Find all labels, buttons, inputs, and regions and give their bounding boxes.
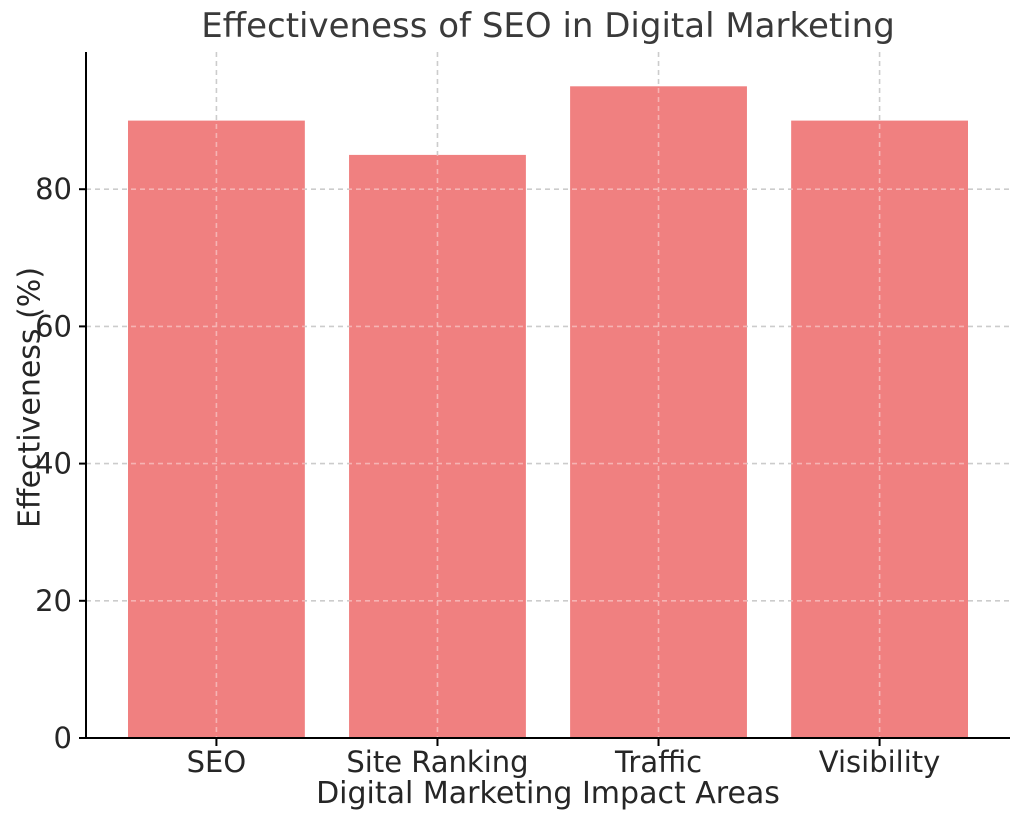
- chart-title: Effectiveness of SEO in Digital Marketin…: [201, 6, 895, 46]
- x-tick-label-visibility: Visibility: [819, 745, 941, 779]
- y-axis-label: Effectiveness (%): [12, 266, 48, 529]
- x-axis-label: Digital Marketing Impact Areas: [316, 776, 780, 811]
- bar-visibility: [791, 120, 968, 739]
- y-tick-label-60: 60: [35, 309, 72, 343]
- x-tick-label-seo: SEO: [187, 745, 247, 779]
- bar-traffic: [570, 86, 747, 739]
- y-tick-label-40: 40: [35, 447, 72, 481]
- y-tick-label-20: 20: [35, 584, 72, 618]
- x-tick-label-site-ranking: Site Ranking: [346, 745, 528, 779]
- y-tick-label-80: 80: [35, 172, 72, 206]
- bar-site-ranking: [349, 154, 526, 738]
- bar-seo: [128, 120, 305, 739]
- y-tick-label-0: 0: [54, 721, 72, 755]
- x-tick-label-traffic: Traffic: [614, 745, 702, 779]
